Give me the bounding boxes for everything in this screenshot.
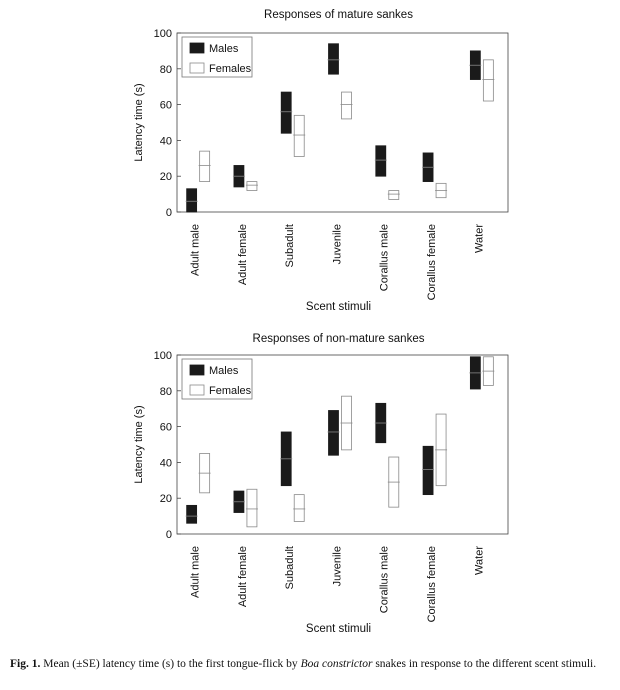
- chart-title: Responses of non-mature sankes: [253, 333, 425, 345]
- box-males-5: [375, 145, 387, 177]
- legend-label-females: Females: [209, 385, 252, 397]
- x-tick-label: Subadult: [284, 546, 296, 589]
- x-tick-label: Adult female: [237, 546, 249, 607]
- box-females-2: [246, 181, 258, 191]
- y-tick-label: 0: [166, 207, 172, 219]
- x-tick-label: Adult male: [190, 224, 202, 276]
- y-tick-label: 20: [160, 171, 172, 183]
- box-females-3: [293, 494, 305, 522]
- y-tick-label: 0: [166, 529, 172, 541]
- chart-panel-1: Responses of mature sankes 0 20 40 60 80 100 La…: [133, 9, 509, 313]
- caption-species: Boa constrictor: [300, 658, 373, 670]
- y-tick-label: 80: [160, 64, 172, 76]
- y-tick-label: 100: [154, 350, 172, 362]
- y-tick-label: 20: [160, 493, 172, 505]
- chart-panel-2: Responses of non-mature sankes 0 20 40 60 80 1…: [133, 333, 509, 635]
- box-males-1: [186, 504, 198, 524]
- x-tick-label: Corallus female: [426, 224, 438, 300]
- y-tick-label: 100: [154, 28, 172, 40]
- x-tick-label: Adult female: [237, 224, 249, 285]
- legend-label-females: Females: [209, 63, 252, 75]
- x-tick-label: Subadult: [284, 224, 296, 267]
- x-axis-label: Scent stimuli: [306, 623, 371, 635]
- legend-swatch-females: [189, 384, 205, 396]
- box-males-4: [328, 410, 339, 456]
- legend-label-males: Males: [209, 365, 239, 377]
- box-females-3: [293, 114, 305, 157]
- caption-label: Fig. 1.: [10, 658, 41, 670]
- plot-frame: [176, 32, 509, 213]
- legend-swatch-males: [189, 364, 205, 376]
- x-tick-label: Juvenile: [331, 224, 343, 264]
- y-tick-label: 40: [160, 135, 172, 147]
- caption-text-after: snakes in response to the different scen…: [372, 658, 597, 670]
- x-axis-label: Scent stimuli: [306, 301, 371, 313]
- y-tick-label: 60: [160, 422, 172, 434]
- box-males-6: [422, 445, 434, 496]
- box-females-4: [341, 91, 352, 120]
- x-tick-label: Adult male: [190, 546, 202, 598]
- y-tick-label: 80: [160, 386, 172, 398]
- y-tick-label: 60: [160, 100, 172, 112]
- legend-swatch-males: [189, 42, 205, 54]
- box-females-7: [482, 59, 494, 102]
- caption-text-before: Mean (±SE) latency time (s) to the first…: [40, 658, 301, 670]
- figure: Responses of mature sankes 0 20 40 60 80 100 La…: [133, 9, 509, 635]
- legend-swatch-females: [189, 62, 205, 74]
- box-males-4: [328, 43, 339, 75]
- x-tick-label: Corallus male: [379, 546, 391, 613]
- x-tick-label: Corallus male: [379, 224, 391, 291]
- box-males-3: [280, 91, 292, 134]
- box-females-5: [388, 190, 400, 200]
- x-tick-label: Corallus female: [426, 546, 438, 622]
- y-axis-label: Latency time (s): [133, 405, 145, 483]
- y-axis-label: Latency time (s): [133, 83, 145, 161]
- x-tick-label: Juvenile: [331, 546, 343, 586]
- legend-label-males: Males: [209, 43, 239, 55]
- y-tick-label: 40: [160, 457, 172, 469]
- figure-caption: Fig. 1. Mean (±SE) latency time (s) to t…: [10, 656, 616, 672]
- box-females-1: [199, 150, 211, 182]
- plot-frame: [176, 354, 509, 535]
- x-tick-label: Water: [473, 546, 485, 575]
- box-females-2: [246, 488, 258, 528]
- chart-title: Responses of mature sankes: [264, 9, 413, 21]
- x-tick-label: Water: [473, 224, 485, 253]
- box-males-1: [186, 188, 198, 213]
